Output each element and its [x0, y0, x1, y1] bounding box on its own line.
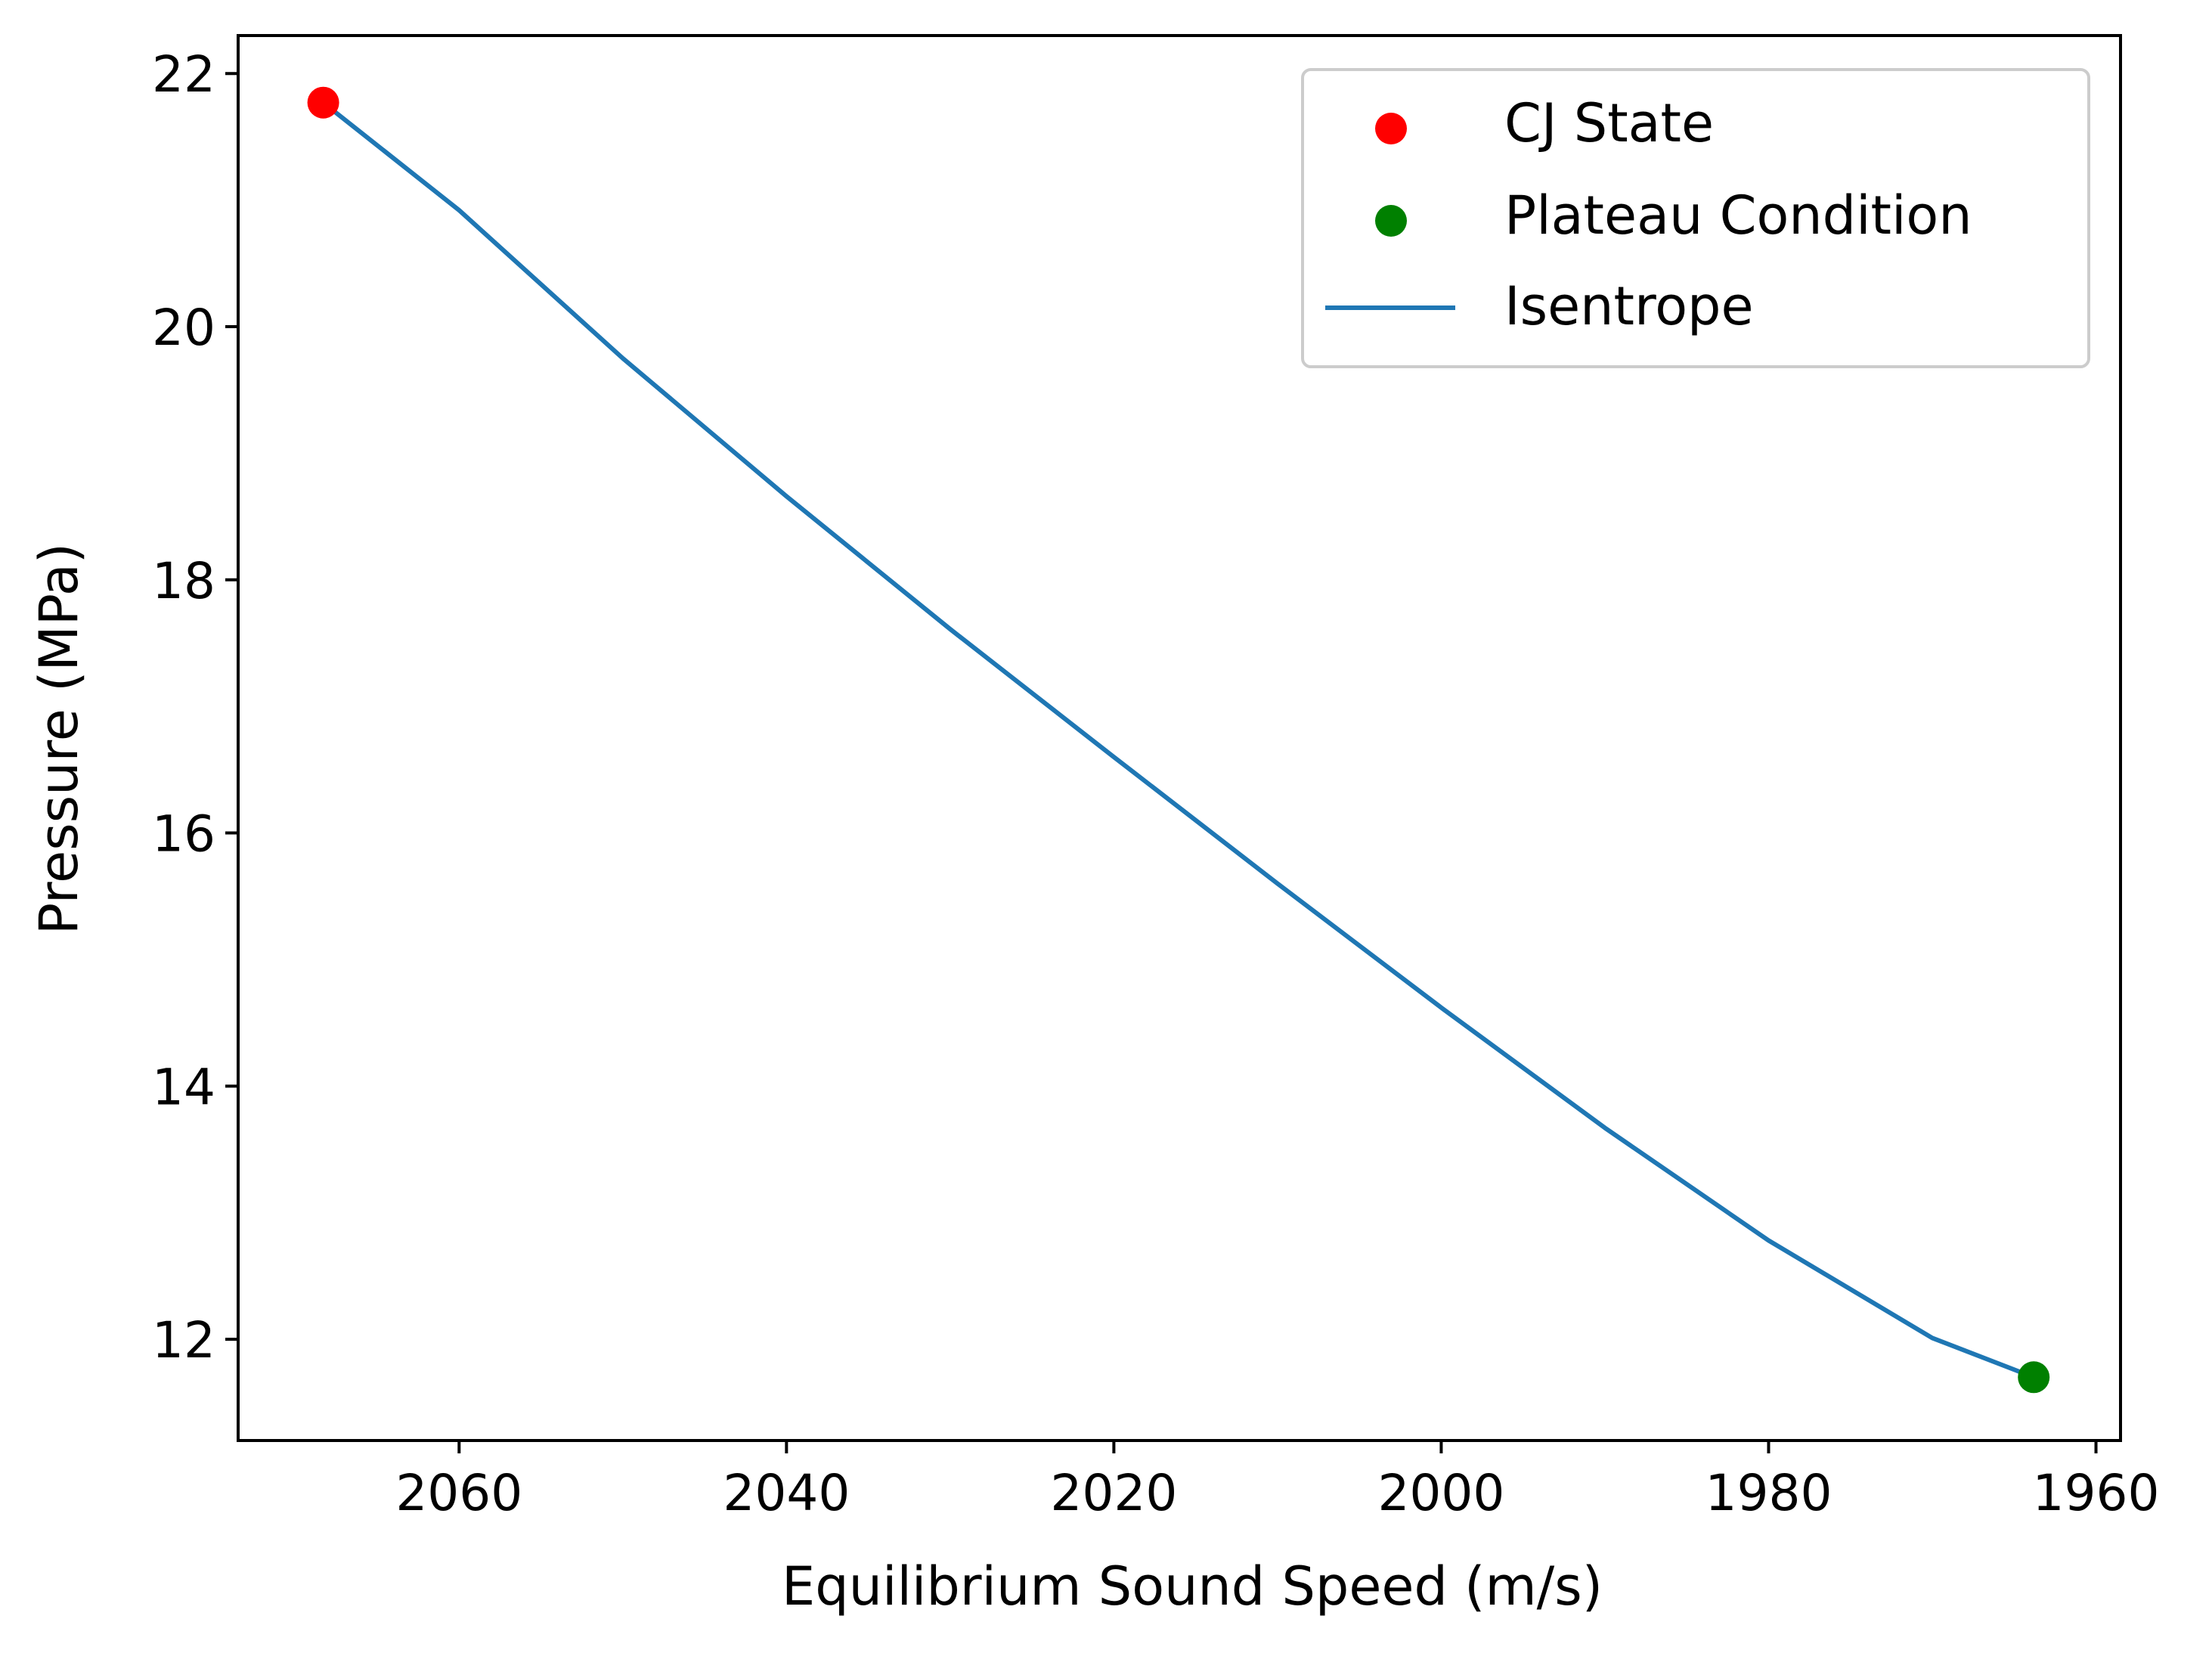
series-line-isentrope	[320, 99, 2037, 1381]
y-tick-label: 12	[152, 1311, 215, 1369]
axes-frame	[237, 34, 2122, 1442]
y-tick-label: 14	[152, 1058, 215, 1116]
legend-marker-plateau-condition	[1375, 205, 1407, 237]
axes: 2060 2040 2020 2000 1980 1960 12 14 16 18 20 22	[152, 34, 2160, 1522]
legend-label-isentrope: Isentrope	[1504, 275, 1754, 337]
legend-marker-cj-state	[1375, 113, 1407, 144]
x-tick-label: 2000	[1377, 1464, 1504, 1522]
x-tick-label: 1960	[2033, 1464, 2160, 1522]
plot-area	[307, 86, 2050, 1394]
x-tick-label: 2020	[1050, 1464, 1177, 1522]
x-tick-label: 1980	[1705, 1464, 1832, 1522]
y-tick-label: 20	[152, 299, 215, 357]
data-point-cj-state	[307, 86, 339, 119]
x-tick-label: 2040	[723, 1464, 850, 1522]
x-axis-label: Equilibrium Sound Speed (m/s)	[782, 1555, 1603, 1617]
y-axis-label: Pressure (MPa)	[28, 543, 90, 935]
data-point-plateau-condition	[2018, 1361, 2050, 1394]
x-tick-label: 2060	[395, 1464, 522, 1522]
legend-label-cj-state: CJ State	[1504, 92, 1714, 154]
y-tick-label: 18	[152, 552, 215, 610]
y-tick-label: 22	[152, 45, 215, 104]
legend-frame	[1301, 68, 2090, 368]
legend-label-plateau-condition: Plateau Condition	[1504, 185, 1972, 247]
y-tick-label: 16	[152, 805, 215, 864]
legend: CJ State Plateau Condition Isentrope	[1301, 68, 2090, 368]
